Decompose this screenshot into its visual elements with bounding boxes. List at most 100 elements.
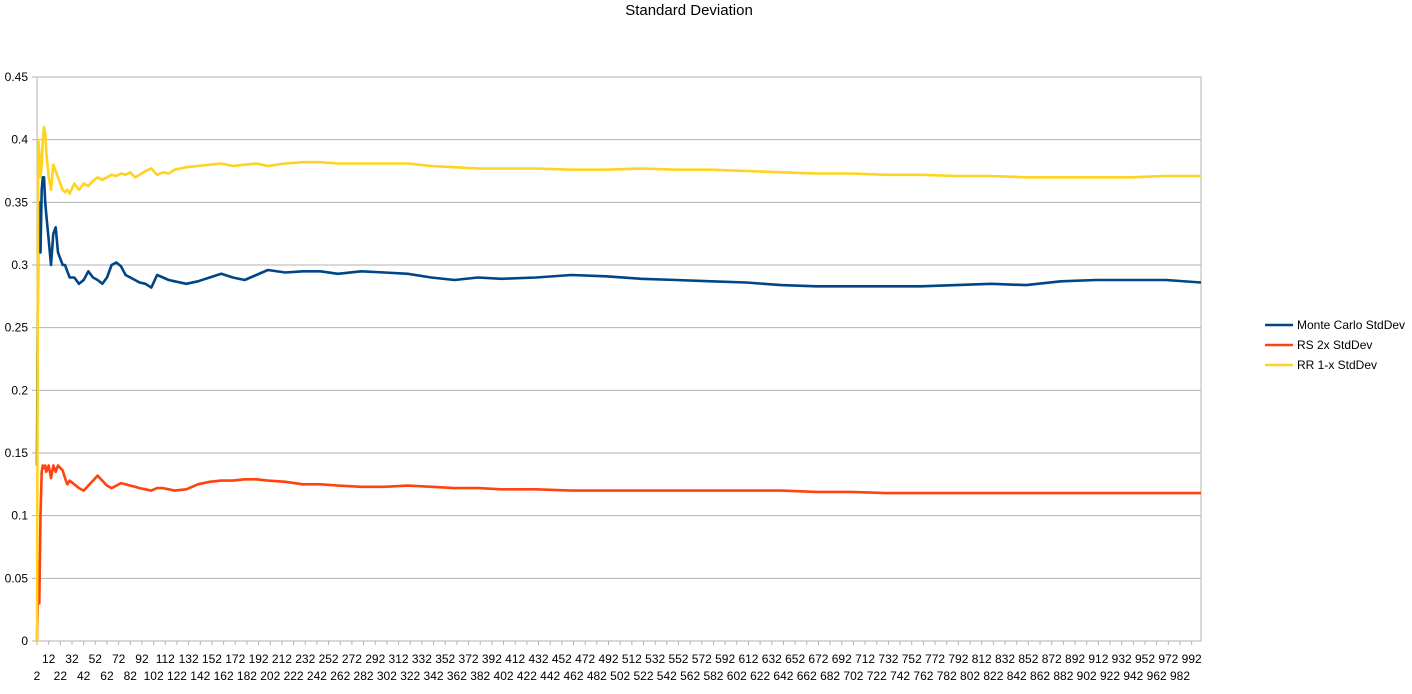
x-tick-label: 692 bbox=[832, 652, 852, 666]
x-tick-label: 202 bbox=[260, 669, 280, 683]
x-tick-label: 362 bbox=[447, 669, 467, 683]
x-tick-label: 452 bbox=[552, 652, 572, 666]
x-tick-label: 532 bbox=[645, 652, 665, 666]
x-tick-label: 162 bbox=[214, 669, 234, 683]
x-tick-label: 212 bbox=[272, 652, 292, 666]
x-tick-label: 542 bbox=[657, 669, 677, 683]
x-tick-label: 592 bbox=[715, 652, 735, 666]
x-tick-label: 422 bbox=[517, 669, 537, 683]
x-tick-label: 472 bbox=[575, 652, 595, 666]
x-tick-label: 402 bbox=[494, 669, 514, 683]
x-tick-label: 272 bbox=[342, 652, 362, 666]
x-tick-label: 342 bbox=[424, 669, 444, 683]
x-tick-label: 962 bbox=[1147, 669, 1167, 683]
x-tick-label: 552 bbox=[668, 652, 688, 666]
y-tick-label: 0.35 bbox=[5, 195, 29, 209]
x-tick-label: 322 bbox=[400, 669, 420, 683]
x-tick-label: 72 bbox=[112, 652, 126, 666]
x-tick-label: 952 bbox=[1135, 652, 1155, 666]
x-tick-label: 802 bbox=[960, 669, 980, 683]
x-tick-label: 972 bbox=[1158, 652, 1178, 666]
x-tick-label: 462 bbox=[563, 669, 583, 683]
x-tick-label: 782 bbox=[937, 669, 957, 683]
x-tick-label: 42 bbox=[77, 669, 91, 683]
x-tick-label: 512 bbox=[622, 652, 642, 666]
x-tick-label: 222 bbox=[284, 669, 304, 683]
x-tick-label: 282 bbox=[354, 669, 374, 683]
y-tick-label: 0 bbox=[21, 634, 28, 648]
x-tick-label: 102 bbox=[144, 669, 164, 683]
x-tick-label: 312 bbox=[389, 652, 409, 666]
x-tick-label: 832 bbox=[995, 652, 1015, 666]
x-tick-label: 892 bbox=[1065, 652, 1085, 666]
y-tick-label: 0.45 bbox=[5, 70, 29, 84]
x-tick-label: 92 bbox=[135, 652, 149, 666]
x-tick-label: 582 bbox=[703, 669, 723, 683]
x-tick-label: 182 bbox=[237, 669, 257, 683]
x-tick-label: 22 bbox=[54, 669, 68, 683]
x-tick-label: 632 bbox=[762, 652, 782, 666]
x-tick-label: 482 bbox=[587, 669, 607, 683]
x-tick-label: 852 bbox=[1018, 652, 1038, 666]
x-tick-label: 502 bbox=[610, 669, 630, 683]
legend-label: RR 1-x StdDev bbox=[1297, 358, 1377, 372]
x-tick-label: 302 bbox=[377, 669, 397, 683]
x-tick-label: 262 bbox=[330, 669, 350, 683]
x-tick-label: 912 bbox=[1088, 652, 1108, 666]
x-tick-label: 492 bbox=[598, 652, 618, 666]
x-tick-label: 762 bbox=[913, 669, 933, 683]
y-tick-label: 0.2 bbox=[11, 383, 28, 397]
x-tick-label: 872 bbox=[1042, 652, 1062, 666]
x-tick-label: 562 bbox=[680, 669, 700, 683]
x-tick-label: 332 bbox=[412, 652, 432, 666]
x-tick-label: 902 bbox=[1077, 669, 1097, 683]
x-tick-label: 232 bbox=[295, 652, 315, 666]
x-tick-label: 722 bbox=[867, 669, 887, 683]
x-tick-label: 12 bbox=[42, 652, 56, 666]
axes: 0 0.05 0.1 0.15 0.2 0.25 0.3 0.35 0.4 0.45 12 32 52 7… bbox=[5, 70, 1202, 683]
x-tick-label: 142 bbox=[190, 669, 210, 683]
x-tick-label: 752 bbox=[902, 652, 922, 666]
x-tick-label: 122 bbox=[167, 669, 187, 683]
x-tick-label: 522 bbox=[633, 669, 653, 683]
x-tick-label: 942 bbox=[1123, 669, 1143, 683]
x-tick-label: 712 bbox=[855, 652, 875, 666]
y-tick-label: 0.15 bbox=[5, 446, 29, 460]
x-tick-label: 792 bbox=[948, 652, 968, 666]
x-tick-label: 572 bbox=[692, 652, 712, 666]
x-tick-label: 292 bbox=[365, 652, 385, 666]
x-tick-label: 132 bbox=[179, 652, 199, 666]
x-tick-label: 822 bbox=[983, 669, 1003, 683]
x-tick-label: 602 bbox=[727, 669, 747, 683]
x-tick-label: 732 bbox=[878, 652, 898, 666]
x-tick-label: 992 bbox=[1182, 652, 1202, 666]
x-tick-label: 882 bbox=[1053, 669, 1073, 683]
x-tick-label: 442 bbox=[540, 669, 560, 683]
y-tick-label: 0.05 bbox=[5, 571, 29, 585]
x-tick-label: 642 bbox=[773, 669, 793, 683]
x-tick-label: 2 bbox=[34, 669, 41, 683]
x-tick-label: 382 bbox=[470, 669, 490, 683]
x-tick-label: 62 bbox=[100, 669, 114, 683]
x-tick-label: 172 bbox=[225, 652, 245, 666]
x-tick-label: 982 bbox=[1170, 669, 1190, 683]
x-tick-label: 352 bbox=[435, 652, 455, 666]
grid bbox=[36, 76, 1202, 642]
x-tick-label: 932 bbox=[1112, 652, 1132, 666]
legend-label: RS 2x StdDev bbox=[1297, 338, 1372, 352]
x-tick-label: 772 bbox=[925, 652, 945, 666]
x-tick-label: 842 bbox=[1007, 669, 1027, 683]
x-tick-label: 682 bbox=[820, 669, 840, 683]
y-tick-label: 0.25 bbox=[5, 321, 29, 335]
chart-title: Standard Deviation bbox=[625, 2, 753, 19]
x-tick-label: 432 bbox=[529, 652, 549, 666]
legend-label: Monte Carlo StdDev bbox=[1297, 318, 1405, 332]
x-tick-label: 152 bbox=[202, 652, 222, 666]
x-tick-label: 252 bbox=[319, 652, 339, 666]
x-tick-label: 742 bbox=[890, 669, 910, 683]
x-tick-label: 672 bbox=[808, 652, 828, 666]
series-line-1 bbox=[35, 464, 1201, 642]
y-tick-label: 0.1 bbox=[11, 509, 28, 523]
legend: Monte Carlo StdDev RS 2x StdDev RR 1-x Std… bbox=[1265, 318, 1405, 372]
